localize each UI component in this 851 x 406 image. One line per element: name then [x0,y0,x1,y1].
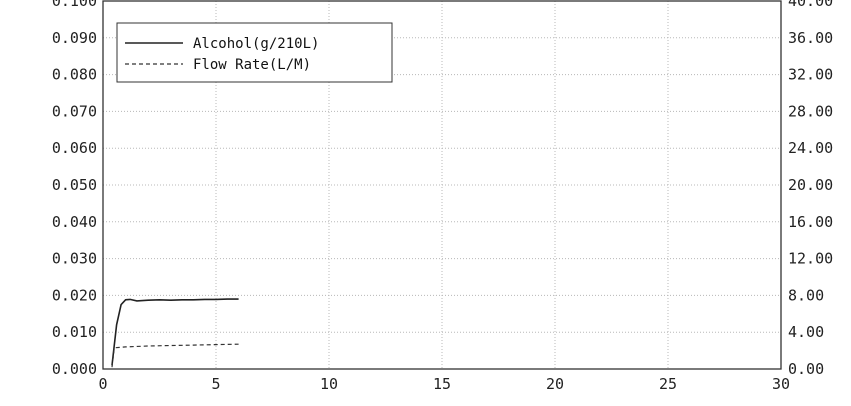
x-tick-label: 30 [772,375,790,393]
y2-tick-label: 32.00 [788,66,833,84]
y-tick-label: 0.020 [52,286,97,304]
x-tick-label: 15 [433,375,451,393]
legend-label-flow-rate: Flow Rate(L/M) [193,57,311,73]
y-tick-label: 0.070 [52,102,97,120]
y-axis-right: 0.00 4.00 8.00 12.00 16.00 20.00 24.00 28.00 32.… [788,0,833,378]
y-tick-label: 0.000 [52,360,97,378]
y-tick-label: 0.090 [52,29,97,47]
y-tick-label: 0.030 [52,250,97,268]
x-tick-label: 20 [546,375,564,393]
y-tick-label: 0.050 [52,176,97,194]
legend: Alcohol(g/210L) Flow Rate(L/M) [116,22,393,83]
y2-tick-label: 8.00 [788,286,824,304]
y-tick-label: 0.010 [52,323,97,341]
y2-tick-label: 0.00 [788,360,824,378]
x-axis: 0 5 10 15 20 25 30 [98,375,790,393]
series-layer [111,298,239,368]
y2-tick-label: 12.00 [788,250,833,268]
y-axis-left: 0.000 0.010 0.020 0.030 0.040 0.050 0.060 0.070… [52,0,97,378]
y-tick-label: 0.080 [52,66,97,84]
series-line-alcohol [111,298,239,366]
y-tick-label: 0.040 [52,213,97,231]
plot-frame [102,0,782,370]
y2-tick-label: 40.00 [788,0,833,10]
x-tick-label: 25 [659,375,677,393]
x-tick-label: 0 [98,375,107,393]
y2-tick-label: 24.00 [788,139,833,157]
y2-tick-label: 36.00 [788,29,833,47]
y2-tick-label: 16.00 [788,213,833,231]
legend-label-alcohol: Alcohol(g/210L) [193,36,319,52]
y2-tick-label: 20.00 [788,176,833,194]
y-tick-label: 0.060 [52,139,97,157]
y2-tick-label: 4.00 [788,323,824,341]
x-tick-label: 5 [211,375,220,393]
y-tick-label: 0.100 [52,0,97,10]
x-tick-label: 10 [320,375,338,393]
grid [103,1,781,369]
y2-tick-label: 28.00 [788,102,833,120]
series-line-flow-rate [111,343,239,368]
legend-box [116,22,393,83]
